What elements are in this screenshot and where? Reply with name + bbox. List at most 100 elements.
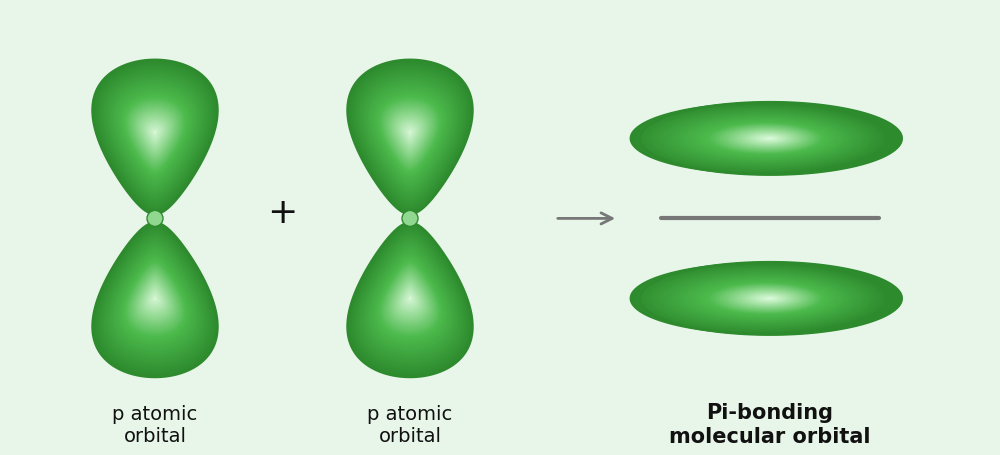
- Polygon shape: [672, 113, 854, 164]
- Polygon shape: [764, 297, 775, 300]
- Polygon shape: [391, 276, 429, 322]
- Polygon shape: [382, 264, 438, 334]
- Polygon shape: [114, 249, 196, 350]
- Polygon shape: [108, 241, 202, 358]
- Polygon shape: [131, 105, 179, 163]
- Polygon shape: [142, 118, 168, 149]
- Polygon shape: [355, 232, 465, 368]
- Polygon shape: [694, 279, 835, 318]
- Polygon shape: [705, 122, 825, 155]
- Polygon shape: [153, 296, 157, 300]
- Polygon shape: [660, 270, 863, 327]
- Polygon shape: [117, 89, 193, 182]
- Polygon shape: [138, 112, 172, 155]
- Polygon shape: [390, 109, 430, 159]
- Polygon shape: [658, 110, 866, 167]
- Polygon shape: [385, 103, 435, 165]
- Polygon shape: [394, 114, 426, 153]
- Polygon shape: [119, 91, 191, 180]
- Polygon shape: [708, 283, 823, 314]
- Polygon shape: [105, 238, 205, 362]
- Polygon shape: [352, 228, 468, 371]
- Polygon shape: [762, 296, 777, 301]
- Polygon shape: [368, 247, 452, 352]
- Polygon shape: [697, 280, 832, 317]
- Polygon shape: [380, 262, 440, 336]
- Polygon shape: [95, 226, 215, 374]
- Polygon shape: [711, 123, 820, 153]
- Polygon shape: [638, 105, 882, 172]
- Polygon shape: [404, 125, 416, 141]
- Polygon shape: [124, 260, 186, 338]
- Polygon shape: [767, 298, 772, 299]
- Polygon shape: [106, 76, 204, 196]
- Polygon shape: [120, 257, 190, 342]
- Polygon shape: [660, 110, 863, 167]
- Polygon shape: [350, 226, 470, 374]
- Polygon shape: [377, 258, 443, 340]
- Polygon shape: [98, 67, 212, 206]
- Polygon shape: [756, 295, 782, 302]
- Polygon shape: [677, 275, 849, 322]
- Polygon shape: [117, 253, 193, 346]
- Polygon shape: [383, 101, 437, 167]
- Polygon shape: [358, 236, 462, 364]
- Polygon shape: [369, 85, 451, 186]
- Polygon shape: [350, 63, 470, 210]
- Polygon shape: [102, 71, 208, 202]
- Polygon shape: [397, 283, 423, 314]
- Polygon shape: [401, 287, 419, 310]
- Polygon shape: [680, 275, 847, 321]
- Polygon shape: [130, 268, 180, 330]
- Polygon shape: [113, 83, 197, 188]
- Polygon shape: [147, 289, 163, 308]
- Polygon shape: [379, 260, 441, 338]
- Polygon shape: [683, 116, 844, 161]
- Polygon shape: [357, 234, 463, 365]
- Polygon shape: [731, 128, 803, 148]
- Polygon shape: [630, 102, 890, 174]
- Polygon shape: [646, 107, 875, 170]
- Text: p atomic
orbital: p atomic orbital: [367, 404, 453, 445]
- Polygon shape: [152, 129, 158, 136]
- Polygon shape: [100, 69, 210, 204]
- Polygon shape: [393, 112, 427, 155]
- Polygon shape: [349, 61, 471, 212]
- Polygon shape: [759, 295, 780, 301]
- Polygon shape: [125, 98, 185, 172]
- Polygon shape: [762, 136, 777, 141]
- Polygon shape: [352, 65, 468, 208]
- Polygon shape: [717, 285, 815, 312]
- Polygon shape: [116, 251, 194, 348]
- Polygon shape: [108, 78, 202, 194]
- Polygon shape: [98, 230, 212, 369]
- Polygon shape: [703, 121, 827, 156]
- Polygon shape: [146, 287, 164, 310]
- Polygon shape: [353, 67, 467, 206]
- Polygon shape: [94, 61, 216, 212]
- Polygon shape: [697, 120, 832, 157]
- Polygon shape: [147, 123, 163, 143]
- Polygon shape: [405, 127, 415, 139]
- Polygon shape: [131, 270, 179, 328]
- Polygon shape: [122, 258, 188, 340]
- Polygon shape: [397, 118, 423, 149]
- Polygon shape: [380, 98, 440, 172]
- Polygon shape: [649, 268, 873, 329]
- Polygon shape: [691, 118, 837, 158]
- Polygon shape: [154, 297, 156, 300]
- Polygon shape: [111, 245, 199, 354]
- Polygon shape: [363, 78, 457, 194]
- Polygon shape: [128, 101, 182, 167]
- Polygon shape: [358, 72, 462, 200]
- Polygon shape: [102, 234, 208, 365]
- Polygon shape: [396, 116, 424, 151]
- Polygon shape: [394, 279, 426, 318]
- Polygon shape: [736, 130, 799, 147]
- Polygon shape: [136, 276, 174, 322]
- Polygon shape: [644, 266, 878, 331]
- Polygon shape: [149, 125, 161, 141]
- Polygon shape: [355, 69, 465, 204]
- Polygon shape: [637, 101, 903, 176]
- Polygon shape: [655, 269, 868, 328]
